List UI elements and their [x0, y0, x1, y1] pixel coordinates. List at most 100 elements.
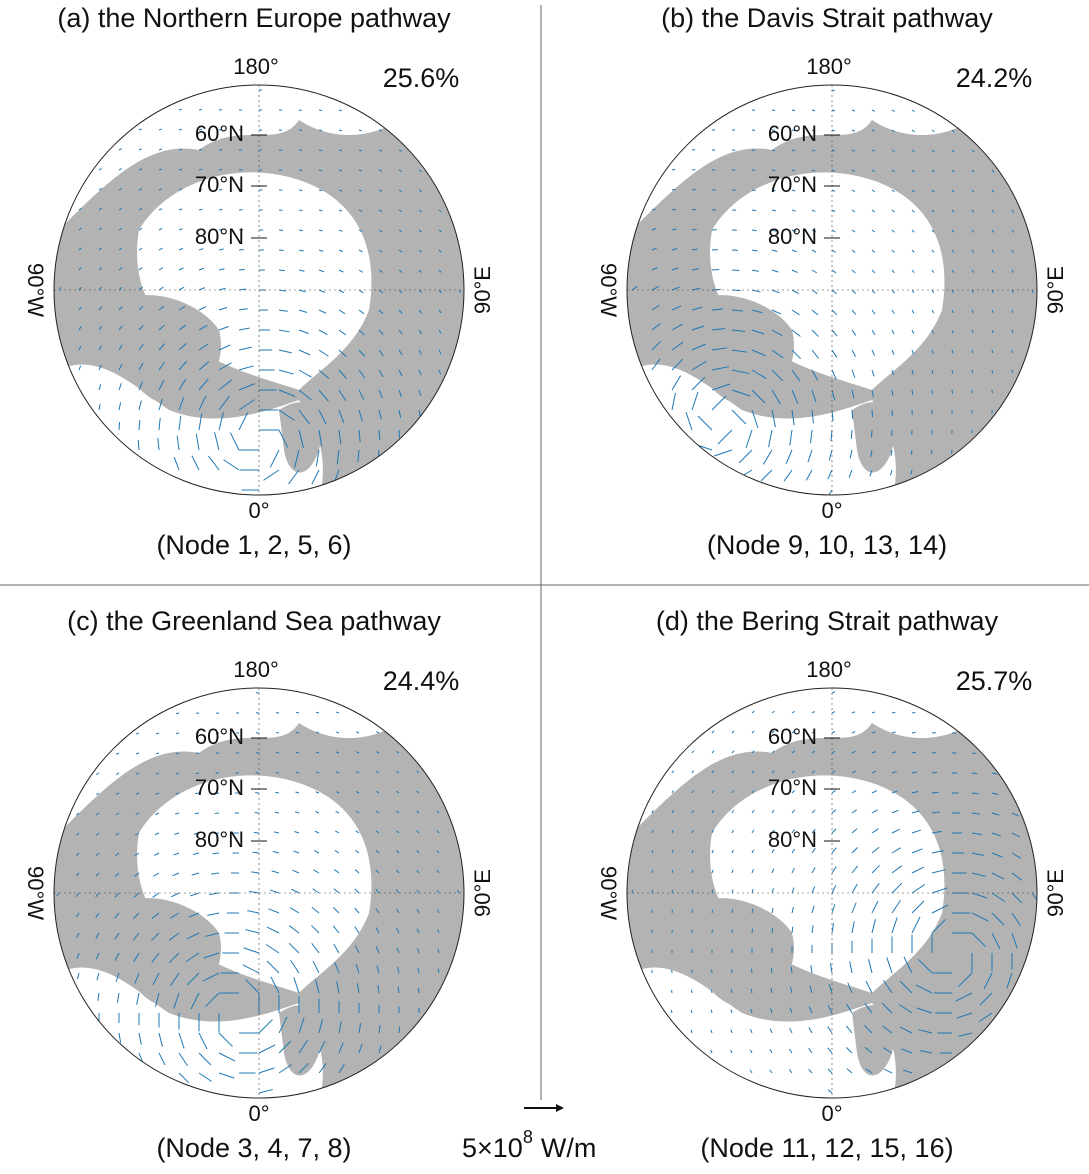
vector — [871, 349, 876, 356]
vector — [671, 168, 676, 171]
vector — [951, 229, 955, 233]
vector — [376, 965, 380, 974]
vector — [931, 129, 935, 133]
vector — [98, 207, 102, 211]
vector — [315, 791, 320, 794]
vector — [258, 1089, 273, 1094]
vector — [831, 711, 836, 714]
longitude-label: 90°E — [1043, 869, 1068, 917]
vector — [298, 329, 309, 334]
vector — [418, 369, 422, 376]
vector — [238, 365, 254, 371]
vector — [671, 889, 674, 894]
vector — [158, 324, 165, 331]
vector — [178, 415, 182, 431]
vector — [311, 925, 320, 934]
vector — [931, 850, 944, 854]
vector — [791, 309, 800, 316]
vector — [870, 449, 873, 457]
vector — [911, 349, 914, 355]
vector — [295, 711, 300, 714]
vector — [811, 925, 814, 934]
vector — [771, 770, 775, 774]
vector — [436, 909, 440, 914]
vector — [891, 169, 895, 173]
vector — [158, 1052, 166, 1066]
vector — [846, 1003, 853, 1014]
vector — [115, 812, 120, 816]
vector — [198, 413, 203, 431]
vector — [871, 249, 876, 253]
vector — [711, 909, 714, 914]
vector — [730, 1009, 733, 1014]
longitude-label: 90°E — [470, 266, 495, 314]
vector — [971, 169, 975, 173]
vector — [831, 389, 836, 401]
vector — [115, 832, 120, 836]
vector — [711, 383, 731, 391]
vector — [133, 952, 140, 963]
vector — [338, 309, 346, 315]
vector — [358, 1043, 363, 1054]
vector — [56, 892, 60, 897]
vector — [418, 209, 422, 213]
vector — [827, 1026, 833, 1034]
vector — [358, 249, 363, 253]
vector — [971, 289, 974, 294]
vector — [138, 362, 144, 371]
vector — [891, 349, 895, 355]
vector — [375, 908, 380, 914]
vector — [273, 831, 280, 834]
vector — [315, 751, 320, 754]
vector — [811, 189, 816, 192]
vector — [278, 309, 288, 312]
vector — [318, 1062, 327, 1074]
vector — [891, 389, 894, 396]
vector — [218, 307, 228, 311]
vector — [931, 887, 948, 894]
vector — [275, 791, 280, 794]
vector — [911, 791, 919, 794]
longitude-label: 90°W — [23, 263, 48, 317]
vector — [396, 770, 400, 774]
vector — [298, 189, 303, 192]
vector — [318, 209, 323, 212]
vector — [851, 149, 855, 152]
vector — [931, 791, 939, 794]
vector — [318, 149, 323, 152]
vector — [338, 289, 345, 294]
vector — [851, 711, 856, 714]
vector — [931, 830, 942, 834]
vector — [98, 403, 101, 411]
vector — [218, 1052, 236, 1062]
vector — [138, 1032, 142, 1045]
vector — [377, 985, 380, 994]
vector — [771, 710, 775, 714]
vector — [771, 907, 774, 914]
vector — [1011, 229, 1015, 233]
vector — [398, 1026, 401, 1034]
vector — [991, 329, 994, 334]
vector — [891, 269, 895, 274]
vector — [278, 249, 284, 251]
vector — [871, 919, 876, 934]
vector — [771, 269, 779, 273]
vector — [338, 1063, 345, 1074]
vector — [731, 329, 746, 332]
vector — [298, 249, 304, 252]
longitude-label: 0° — [821, 498, 842, 523]
vector — [95, 852, 100, 857]
vector — [318, 229, 323, 232]
vector — [168, 952, 180, 964]
vector — [811, 269, 818, 274]
vector — [95, 932, 100, 939]
vector — [791, 349, 802, 360]
latitude-label: 60°N — [768, 724, 817, 749]
vector — [173, 852, 180, 856]
vector — [178, 108, 183, 111]
vector — [98, 247, 102, 251]
vector — [791, 750, 795, 754]
vector — [417, 967, 420, 974]
vector — [138, 325, 144, 331]
vector — [333, 907, 340, 914]
